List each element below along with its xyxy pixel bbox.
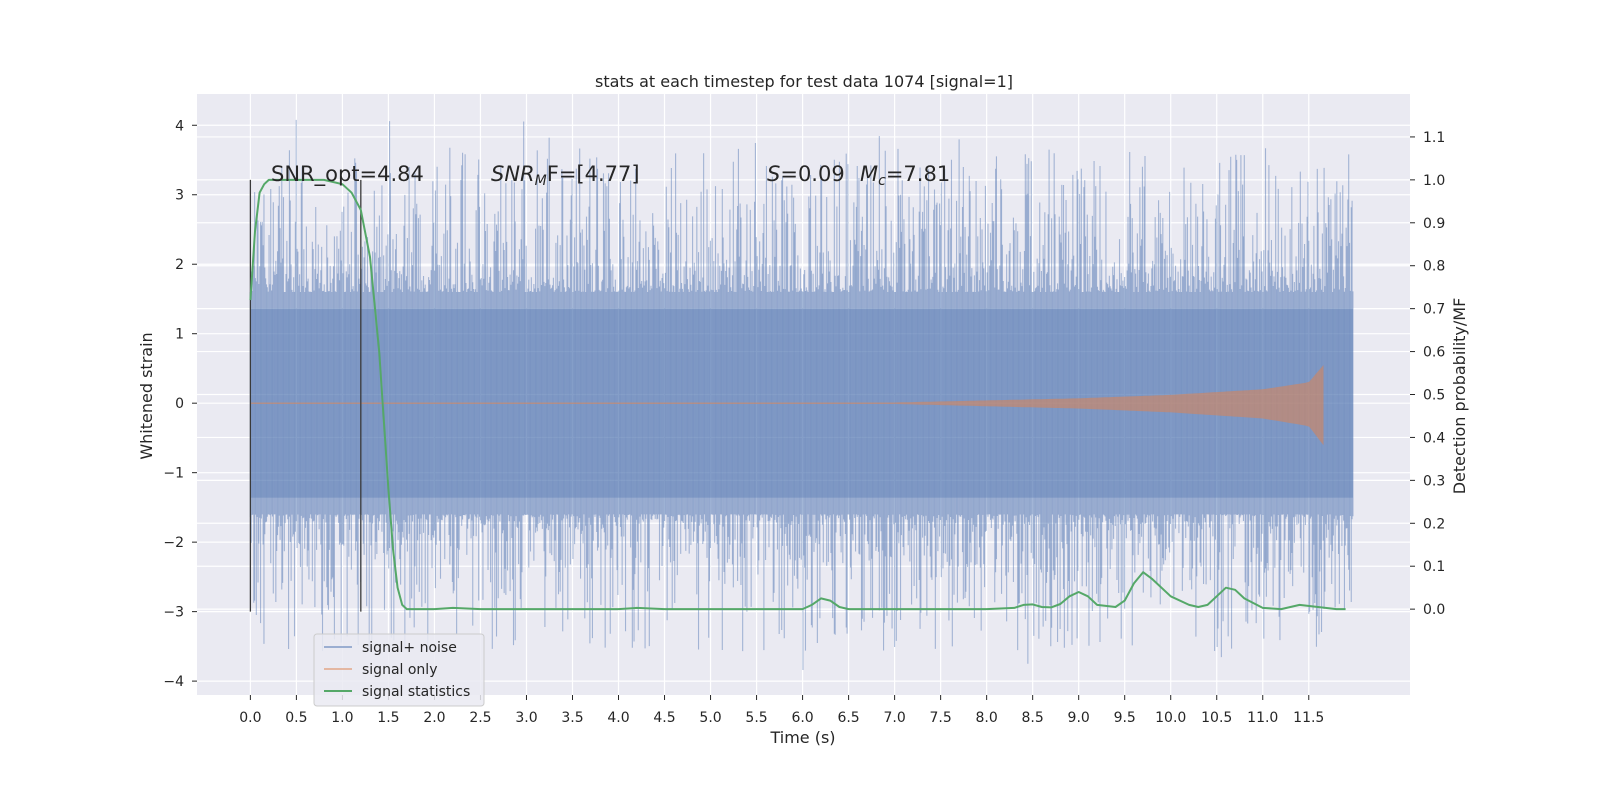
x-tick-label: 7.0 <box>883 710 905 726</box>
y-tick-label: 1 <box>175 327 184 343</box>
y-tick-label: −3 <box>163 605 184 621</box>
snr-mf-base: SNR <box>491 162 535 186</box>
y-gridlines <box>197 124 1410 682</box>
x-tick-label: 5.0 <box>699 710 721 726</box>
x-tick-label: 2.0 <box>423 710 445 726</box>
x-tick-label: 11.0 <box>1247 710 1278 726</box>
snr-mf-rest: F=[4.77] <box>547 162 640 186</box>
right-y-tick-label: 0.0 <box>1423 602 1445 618</box>
vertical-markers <box>249 179 362 612</box>
y-tick-label: −1 <box>163 466 184 482</box>
right-y-tick-label: 0.1 <box>1423 559 1445 575</box>
mc-annotation: Mc=7.81 <box>860 162 950 189</box>
legend-label-signal-only: signal only <box>362 662 437 678</box>
mc-value: =7.81 <box>886 162 950 186</box>
x-tick-label: 10.0 <box>1155 710 1186 726</box>
mc-base: M <box>860 162 878 186</box>
mc-subscript: c <box>878 173 886 189</box>
left-y-axis-label: Whitened strain <box>137 332 156 459</box>
x-tick-label: 5.5 <box>745 710 767 726</box>
x-tick-label: 9.5 <box>1114 710 1136 726</box>
signal-statistics-line <box>249 178 1346 611</box>
left-y-axis: 4 3 2 1 0 −1 −2 −3 −4 <box>163 118 197 690</box>
right-y-tick-label: 0.9 <box>1423 216 1445 232</box>
right-y-tick-label: 0.6 <box>1423 345 1445 361</box>
x-tick-label: 11.5 <box>1293 710 1324 726</box>
right-y-tick-label: 1.1 <box>1423 130 1445 146</box>
y-tick-label: 0 <box>175 396 184 412</box>
x-tick-label: 9.0 <box>1068 710 1090 726</box>
x-tick-label: 4.0 <box>607 710 629 726</box>
right-y-axis-label: Detection probability/MF <box>1450 298 1469 495</box>
signal-statistics-series <box>249 178 1346 611</box>
x-tick-label: 10.5 <box>1201 710 1232 726</box>
x-tick-label: 6.5 <box>837 710 859 726</box>
right-y-tick-label: 0.4 <box>1423 430 1445 446</box>
legend-label-signal-noise: signal+ noise <box>362 640 457 656</box>
right-y-tick-label: 0.2 <box>1423 516 1445 532</box>
x-tick-label: 0.0 <box>239 710 261 726</box>
x-tick-label: 3.0 <box>515 710 537 726</box>
x-axis: 0.0 0.5 1.0 1.5 2.0 2.5 3.0 3.5 4.0 4.5 5.0 5.5 6.0 6… <box>239 695 1324 726</box>
s-label: S <box>767 162 780 186</box>
y-tick-label: −2 <box>163 535 184 551</box>
x-tick-label: 2.5 <box>469 710 491 726</box>
right-y-tick-label: 0.3 <box>1423 473 1445 489</box>
y-tick-label: −4 <box>163 674 184 690</box>
x-axis-label: Time (s) <box>769 728 835 747</box>
s-annotation: S=0.09 <box>767 162 845 186</box>
x-tick-label: 1.5 <box>377 710 399 726</box>
y-tick-label: 2 <box>175 257 184 273</box>
signal-only-envelope <box>894 365 1324 446</box>
right-y-tick-label: 0.8 <box>1423 259 1445 275</box>
x-tick-label: 7.5 <box>929 710 951 726</box>
signal-only-series <box>250 365 1324 446</box>
legend-box <box>313 633 485 707</box>
x-tick-label: 8.5 <box>1022 710 1044 726</box>
x-tick-label: 0.5 <box>285 710 307 726</box>
y-tick-label: 3 <box>175 188 184 204</box>
snr-opt-annotation: SNR_opt=4.84 <box>271 162 424 187</box>
s-value: =0.09 <box>780 162 844 186</box>
right-y-tick-label: 1.0 <box>1423 173 1445 189</box>
x-tick-label: 1.0 <box>331 710 353 726</box>
right-y-tick-label: 0.7 <box>1423 302 1445 318</box>
snr-mf-subscript: M <box>535 173 547 189</box>
right-y-tick-label: 0.5 <box>1423 388 1445 404</box>
x-tick-label: 4.5 <box>653 710 675 726</box>
chart-title: stats at each timestep for test data 107… <box>595 72 1013 91</box>
x-tick-label: 6.0 <box>791 710 813 726</box>
right-y-axis: 1.1 1.0 0.9 0.8 0.7 0.6 0.5 0.4 0.3 0.2 0.1 0.0 <box>1410 130 1445 618</box>
noise-series <box>249 119 1354 670</box>
legend: signal+ noise signal only signal statist… <box>313 633 485 707</box>
legend-label-signal-statistics: signal statistics <box>362 684 470 700</box>
x-tick-label: 3.5 <box>561 710 583 726</box>
y-tick-label: 4 <box>175 118 184 134</box>
x-tick-label: 8.0 <box>976 710 998 726</box>
snr-mf-annotation: SNRMF=[4.77] <box>491 162 640 189</box>
